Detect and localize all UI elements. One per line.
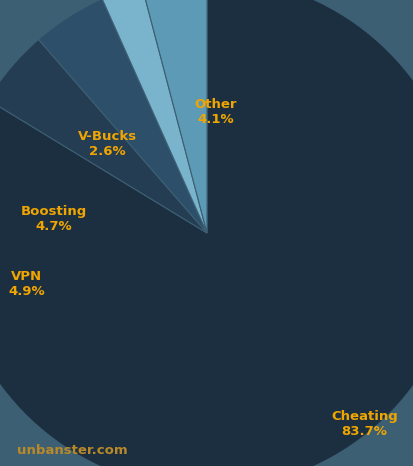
Text: Other
4.1%: Other 4.1% [194, 98, 236, 126]
Wedge shape [102, 0, 206, 233]
Wedge shape [0, 40, 206, 233]
Wedge shape [141, 0, 206, 233]
Text: unbanster.com: unbanster.com [17, 444, 127, 457]
Text: VPN
4.9%: VPN 4.9% [8, 270, 45, 298]
Text: Cheating
83.7%: Cheating 83.7% [330, 410, 397, 438]
Text: Boosting
4.7%: Boosting 4.7% [21, 205, 87, 233]
Wedge shape [38, 0, 206, 233]
Text: V-Bucks
2.6%: V-Bucks 2.6% [78, 130, 137, 158]
